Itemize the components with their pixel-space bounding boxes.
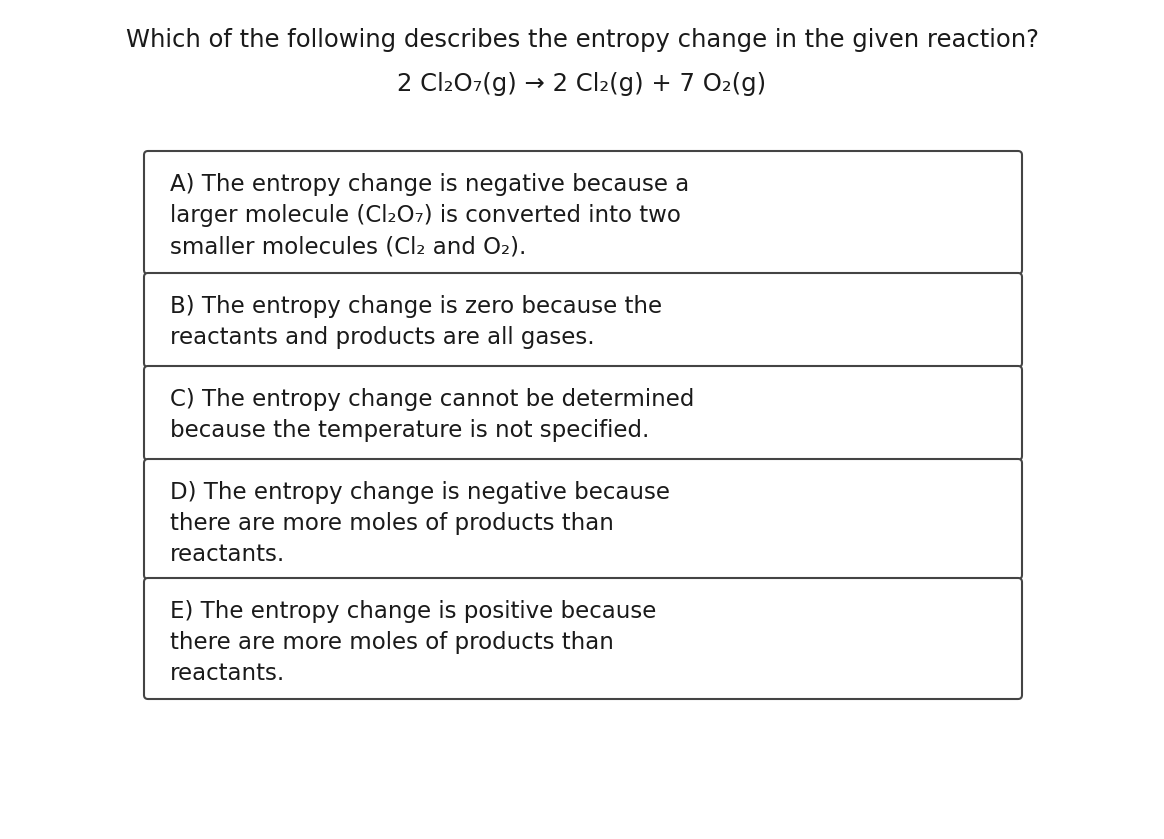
Text: B) The entropy change is zero because the
reactants and products are all gases.: B) The entropy change is zero because th…	[170, 295, 662, 349]
Text: Which of the following describes the entropy change in the given reaction?: Which of the following describes the ent…	[126, 28, 1038, 52]
Text: C) The entropy change cannot be determined
because the temperature is not specif: C) The entropy change cannot be determin…	[170, 388, 695, 442]
FancyBboxPatch shape	[144, 366, 1022, 460]
Text: A) The entropy change is negative because a
larger molecule (Cl₂O₇) is converted: A) The entropy change is negative becaus…	[170, 173, 689, 258]
FancyBboxPatch shape	[144, 273, 1022, 367]
Text: D) The entropy change is negative because
there are more moles of products than
: D) The entropy change is negative becaus…	[170, 481, 670, 566]
Text: 2 Cl₂O₇(g) → 2 Cl₂(g) + 7 O₂(g): 2 Cl₂O₇(g) → 2 Cl₂(g) + 7 O₂(g)	[397, 72, 767, 96]
FancyBboxPatch shape	[144, 578, 1022, 699]
FancyBboxPatch shape	[144, 151, 1022, 274]
FancyBboxPatch shape	[144, 459, 1022, 579]
Text: E) The entropy change is positive because
there are more moles of products than
: E) The entropy change is positive becaus…	[170, 600, 656, 685]
